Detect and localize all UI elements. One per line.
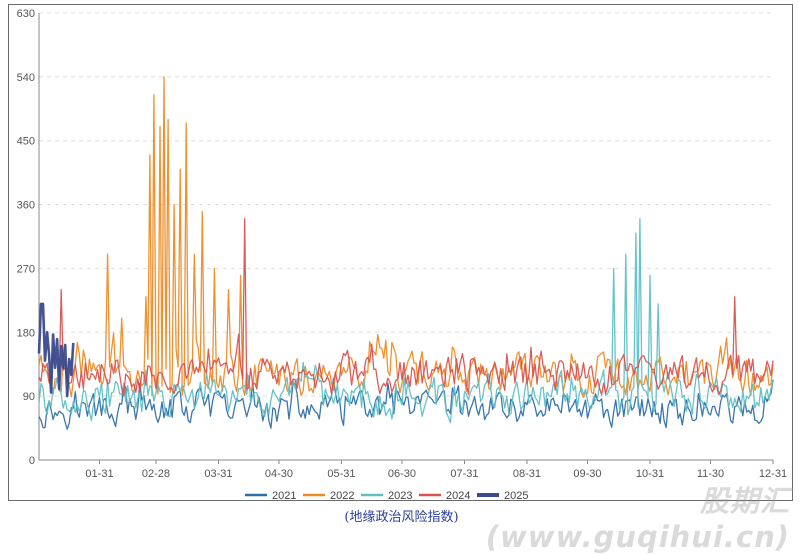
legend-label-2023: 2023 — [388, 490, 412, 502]
x-tick-label: 04-30 — [265, 468, 293, 480]
series-line-2025 — [37, 302, 75, 398]
x-tick-label: 05-31 — [327, 468, 355, 480]
y-tick-label: 360 — [17, 200, 35, 212]
y-tick-label: 450 — [17, 136, 35, 148]
y-tick-label: 630 — [17, 8, 35, 20]
legend-label-2021: 2021 — [272, 490, 296, 502]
legend-label-2024: 2024 — [446, 490, 470, 502]
series-line-2023 — [38, 218, 774, 424]
series-line-2024 — [38, 218, 774, 397]
line-chart: 0 90 180 270 360 450 540 630 01-31 02-28 03-31 04-3… — [17, 8, 787, 502]
legend-label-2022: 2022 — [330, 490, 354, 502]
series-line-2021 — [38, 378, 774, 430]
x-tick-label: 09-30 — [573, 468, 601, 480]
x-tick-label: 08-31 — [513, 468, 541, 480]
x-tick-label: 11-30 — [697, 468, 724, 480]
x-tick-label: 02-28 — [142, 468, 170, 480]
chart-caption: (地缘政治风险指数) — [344, 510, 459, 525]
x-tick-label: 01-31 — [85, 468, 113, 480]
x-tick-label: 12-31 — [759, 468, 787, 480]
chart-frame: 0 90 180 270 360 450 540 630 01-31 02-28 03-31 04-3… — [8, 4, 793, 502]
y-tick-label: 270 — [17, 263, 35, 275]
y-tick-label: 90 — [23, 391, 35, 403]
x-tick-label: 10-31 — [636, 468, 664, 480]
y-tick-label: 540 — [17, 72, 35, 84]
y-tick-label: 0 — [29, 455, 35, 467]
series-line-2022 — [38, 76, 774, 398]
x-tick-label: 07-31 — [450, 468, 478, 480]
x-tick-label: 06-30 — [388, 468, 416, 480]
legend-label-2025: 2025 — [504, 490, 528, 502]
x-tick-label: 03-31 — [204, 468, 232, 480]
y-tick-label: 180 — [17, 327, 35, 339]
